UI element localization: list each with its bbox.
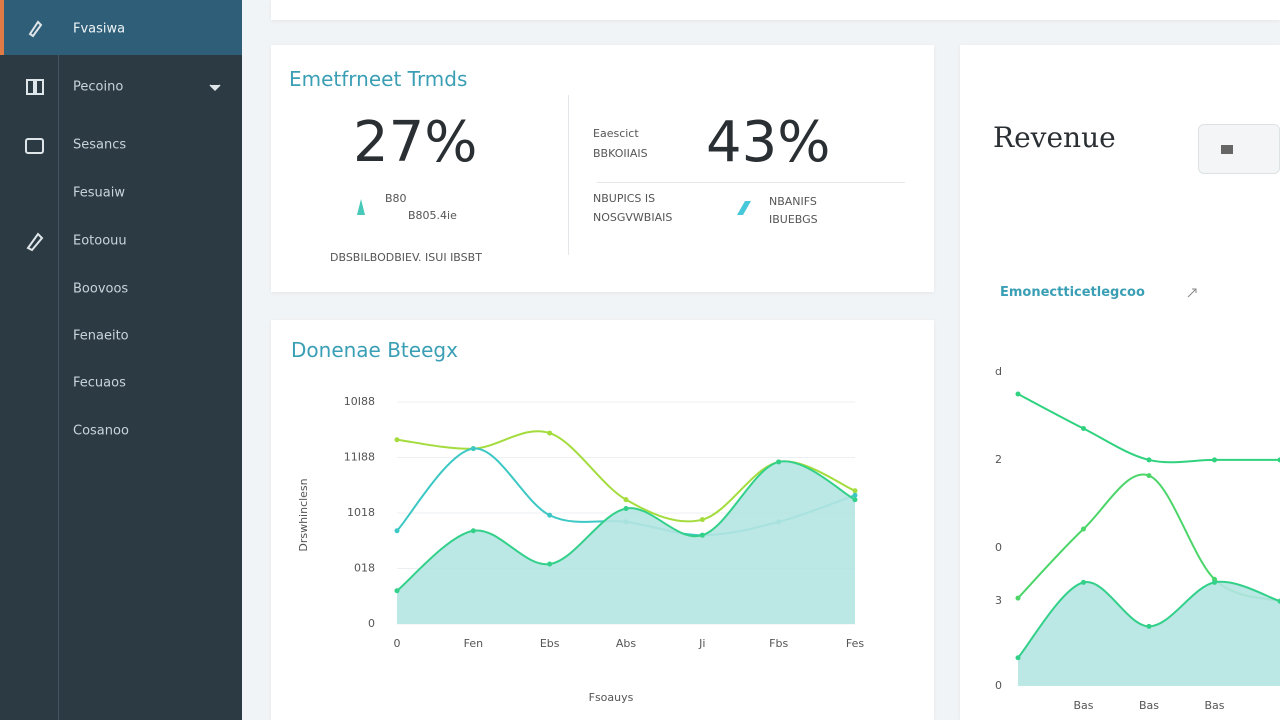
stat-icon [357,199,365,215]
point [1015,655,1021,661]
y-tick-label: d [995,365,1002,378]
nav-item[interactable]: Pecoino [73,79,124,95]
trend-icon [1187,288,1197,298]
x-tick-label: Ebs [540,637,560,650]
nav-item[interactable]: Cosanoo [73,423,129,439]
series-line [1017,393,1280,464]
stat-caption: Eaescict [593,127,639,140]
nav-item[interactable]: Fesuaiw [73,185,125,201]
point [852,492,858,498]
series-line [1017,473,1280,603]
y-tick-label: 0 [368,617,375,630]
x-tick-label: Bas [1073,699,1093,712]
point [699,517,705,523]
icon [26,232,44,252]
icon [35,79,44,95]
stat-value: 27% [353,110,478,175]
stat-sub: NOSGVWBIAIS [593,211,673,224]
point [623,506,629,512]
chart-subtitle: Emonectticetlegcoo [1000,285,1145,300]
x-axis-label: Fsoauys [589,691,634,704]
x-tick-label: Bas [1204,699,1224,712]
point [1015,391,1021,397]
y-tick-label: 10I88 [344,395,375,408]
nav-item[interactable]: Fvasiwa [73,21,126,37]
point [852,497,858,503]
point [1212,579,1217,585]
y-tick-label: 1018 [347,506,375,519]
stat-sub: NBANIFS [769,195,817,208]
x-tick-label: Ji [698,637,705,650]
point [470,446,476,452]
icon [26,79,35,95]
x-tick-label: Fen [464,637,483,650]
stat-label: B80 [385,192,407,205]
point [1277,598,1280,604]
stat-caption: BBKOIIAIS [593,147,648,160]
nav-item[interactable]: Fecuaos [73,375,126,391]
card-title: Emetfrneet Trmds [289,67,468,91]
sidebar: Fvasiwa Pecoino Sesancs Fesuaiw Eotoouu Boovo… [0,0,242,720]
divider [597,182,905,183]
point [547,430,553,436]
x-tick-label: 0 [394,637,401,650]
stat-sub: NBUPICS IS [593,192,656,205]
icon [28,20,43,38]
stat-value: 43% [706,110,831,175]
point [1015,595,1021,601]
series-area [1018,581,1280,686]
divider [568,95,569,255]
icon [25,138,44,154]
point [1212,457,1217,463]
y-tick-label: 11I88 [344,451,375,464]
stat-label: B805.4ie [408,209,457,222]
point [547,561,553,567]
point [470,528,476,534]
y-tick-label: 018 [354,562,375,575]
period-button[interactable] [1198,124,1280,174]
point [1146,623,1152,629]
card-title: Donenae Bteegx [291,338,458,362]
x-tick-label: Bas [1139,699,1159,712]
nav-item[interactable]: Sesancs [73,137,127,153]
nav-icons [25,20,221,252]
nav-item[interactable]: Boovoos [73,281,129,297]
point [394,588,400,594]
y-tick-label: 0 [995,541,1002,554]
point [394,528,400,534]
point [1277,457,1280,463]
top-card [271,0,1280,20]
x-tick-label: Fes [846,637,864,650]
stat-icon [737,201,751,215]
point [623,497,629,503]
point [1081,426,1086,432]
series-area [397,461,855,624]
y-tick-label: 2 [995,453,1002,466]
point [699,532,705,538]
stat-sub: IBUEBGS [769,213,818,226]
engagement-card: Emetfrneet Trmds 27% B80 B805.4ie DBSBIL… [271,45,934,292]
point [1146,457,1152,463]
card-title: Revenue [993,121,1116,154]
point [1081,579,1086,585]
button-icon [1221,145,1233,154]
point [547,512,553,518]
x-tick-label: Abs [616,637,637,650]
card-footer: DBSBILBODBIEV. ISUI IBSBT [330,251,482,264]
x-tick-label: Fbs [769,637,788,650]
divider [58,55,59,720]
nav-item[interactable]: Fenaeito [73,328,129,344]
y-axis-label: Drswhinclesn [297,478,310,551]
nav-item[interactable]: Eotoouu [73,233,127,249]
y-tick-label: 3 [995,594,1002,607]
y-tick-label: 0 [995,679,1002,692]
point [394,437,400,443]
point [852,488,858,494]
point [776,459,782,465]
chevron [209,84,221,92]
point [1081,526,1086,532]
point [1146,473,1152,479]
